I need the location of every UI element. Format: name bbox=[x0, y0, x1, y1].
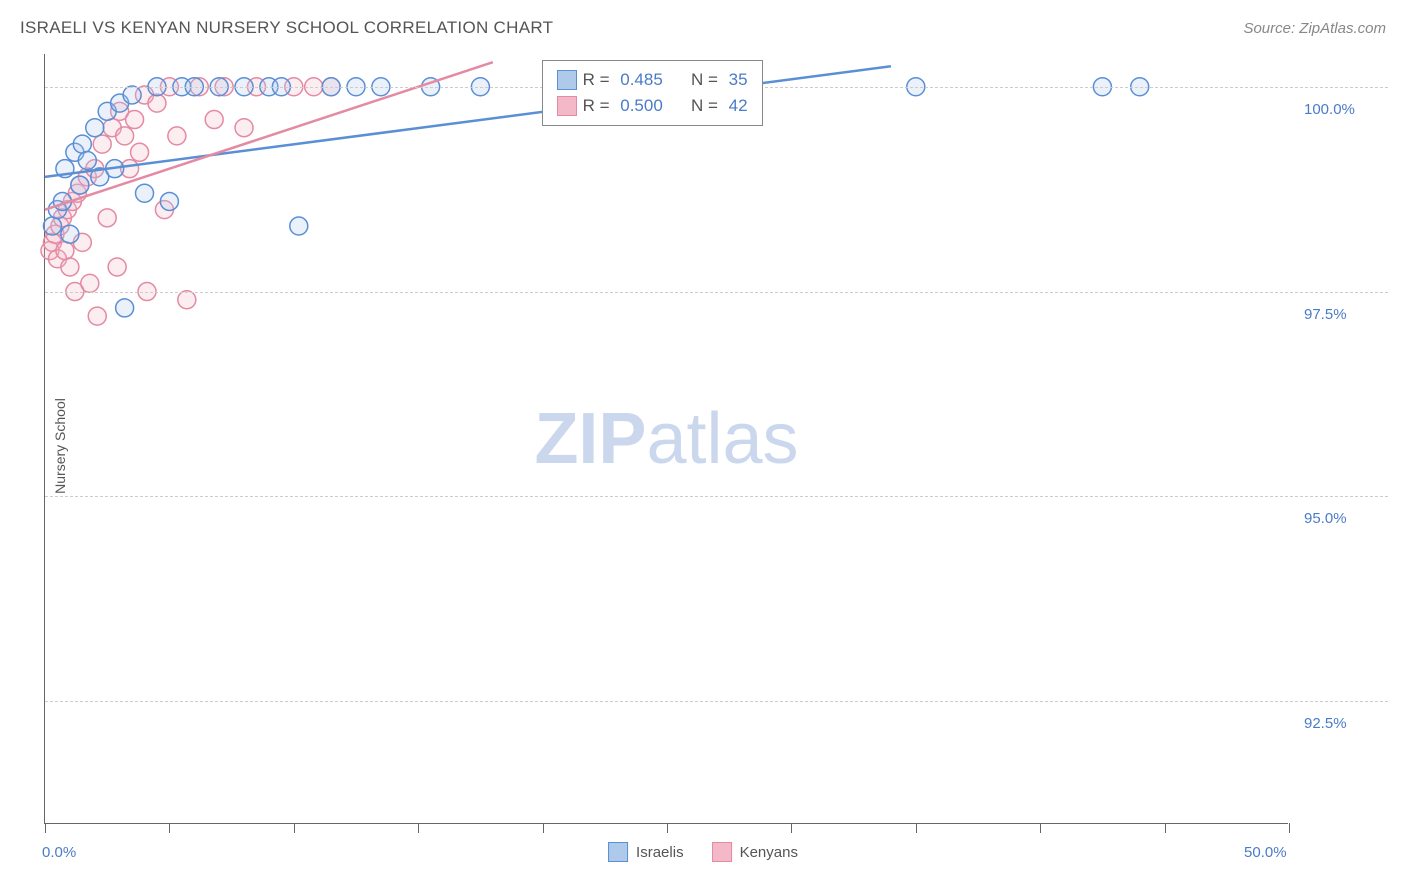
x-tick-label: 50.0% bbox=[1244, 844, 1287, 861]
scatter-point bbox=[56, 242, 74, 260]
legend-item: Kenyans bbox=[712, 842, 798, 862]
r-value: 0.485 bbox=[616, 67, 676, 93]
scatter-point bbox=[116, 299, 134, 317]
scatter-point bbox=[168, 127, 186, 145]
legend-swatch bbox=[712, 842, 732, 862]
scatter-point bbox=[235, 119, 253, 137]
x-tick bbox=[543, 823, 544, 833]
scatter-point bbox=[86, 119, 104, 137]
legend-item-label: Israelis bbox=[636, 844, 684, 861]
legend-swatch bbox=[557, 70, 577, 90]
scatter-point bbox=[98, 209, 116, 227]
plot-area: ZIPatlas bbox=[44, 54, 1288, 824]
x-tick bbox=[791, 823, 792, 833]
x-tick bbox=[1165, 823, 1166, 833]
n-label: N = bbox=[682, 67, 718, 93]
y-tick-label: 100.0% bbox=[1304, 101, 1355, 118]
r-value: 0.500 bbox=[616, 93, 676, 119]
x-tick bbox=[294, 823, 295, 833]
r-label: R = bbox=[583, 93, 610, 119]
scatter-point bbox=[93, 135, 111, 153]
x-tick bbox=[169, 823, 170, 833]
scatter-point bbox=[160, 192, 178, 210]
scatter-point bbox=[78, 151, 96, 169]
scatter-point bbox=[290, 217, 308, 235]
r-label: R = bbox=[583, 67, 610, 93]
y-tick-label: 97.5% bbox=[1304, 306, 1347, 323]
x-tick bbox=[1040, 823, 1041, 833]
scatter-point bbox=[108, 258, 126, 276]
n-label: N = bbox=[682, 93, 718, 119]
annotation-row: R = 0.485 N = 35 bbox=[557, 67, 748, 93]
n-value: 35 bbox=[724, 67, 748, 93]
legend-swatch bbox=[608, 842, 628, 862]
legend-item: Israelis bbox=[608, 842, 684, 862]
chart-header: ISRAELI VS KENYAN NURSERY SCHOOL CORRELA… bbox=[20, 18, 1386, 38]
n-value: 42 bbox=[724, 93, 748, 119]
gridline bbox=[45, 496, 1388, 497]
chart-source: Source: ZipAtlas.com bbox=[1243, 20, 1386, 37]
y-tick-label: 92.5% bbox=[1304, 715, 1347, 732]
scatter-point bbox=[148, 94, 166, 112]
scatter-point bbox=[178, 291, 196, 309]
x-tick-label: 0.0% bbox=[42, 844, 76, 861]
x-tick bbox=[1289, 823, 1290, 833]
scatter-point bbox=[123, 86, 141, 104]
scatter-point bbox=[88, 307, 106, 325]
y-tick-label: 95.0% bbox=[1304, 510, 1347, 527]
scatter-point bbox=[61, 258, 79, 276]
x-tick bbox=[418, 823, 419, 833]
scatter-point bbox=[131, 143, 149, 161]
correlation-annotation-box: R = 0.485 N = 35R = 0.500 N = 42 bbox=[542, 60, 763, 126]
x-tick bbox=[667, 823, 668, 833]
legend-item-label: Kenyans bbox=[740, 844, 798, 861]
legend-swatch bbox=[557, 96, 577, 116]
x-tick bbox=[45, 823, 46, 833]
chart-svg bbox=[45, 54, 1288, 823]
scatter-point bbox=[73, 135, 91, 153]
x-tick bbox=[916, 823, 917, 833]
scatter-point bbox=[43, 217, 61, 235]
scatter-point bbox=[126, 111, 144, 129]
scatter-point bbox=[136, 184, 154, 202]
chart-title: ISRAELI VS KENYAN NURSERY SCHOOL CORRELA… bbox=[20, 18, 553, 38]
gridline bbox=[45, 701, 1388, 702]
scatter-point bbox=[205, 111, 223, 129]
series-legend: Israelis Kenyans bbox=[608, 842, 798, 862]
gridline bbox=[45, 292, 1388, 293]
annotation-row: R = 0.500 N = 42 bbox=[557, 93, 748, 119]
scatter-point bbox=[116, 127, 134, 145]
scatter-point bbox=[81, 274, 99, 292]
scatter-point bbox=[71, 176, 89, 194]
scatter-point bbox=[61, 225, 79, 243]
